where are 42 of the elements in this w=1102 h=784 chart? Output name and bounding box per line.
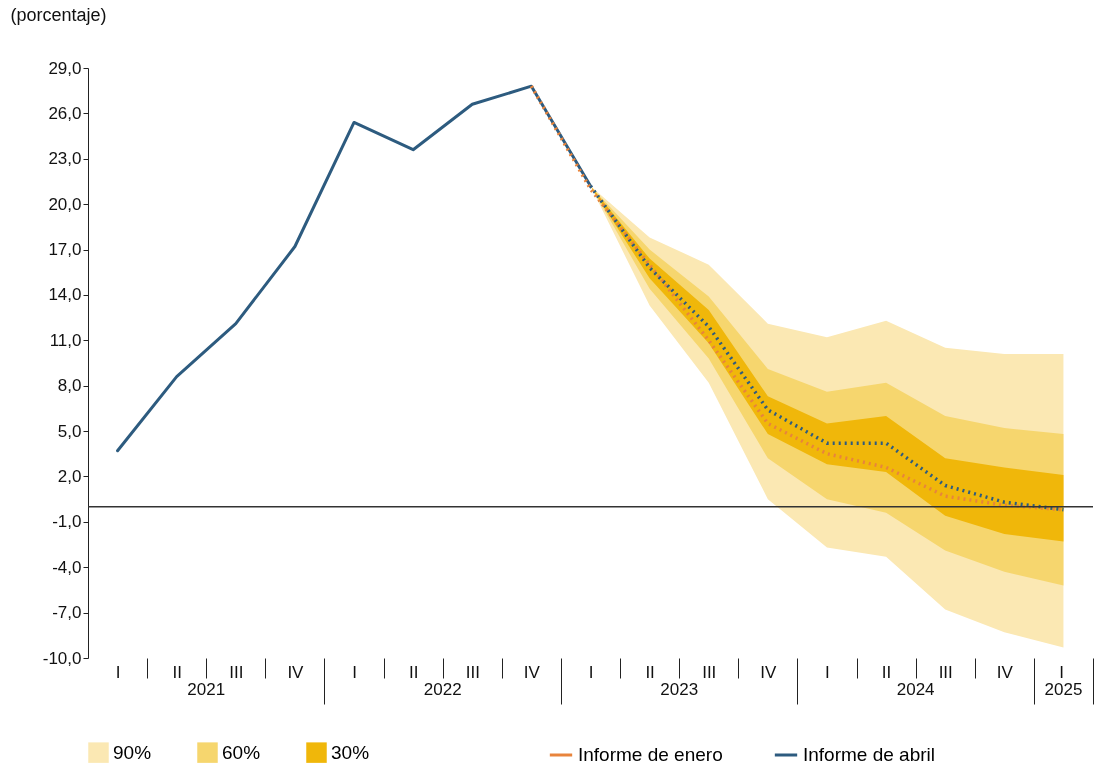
x-tick-label: IV <box>523 662 541 682</box>
y-tick-label: 17,0 <box>48 240 82 260</box>
x-tick-label: IV <box>287 662 305 682</box>
y-axis-title: (porcentaje) <box>10 4 107 25</box>
legend-label: 90% <box>113 741 152 763</box>
x-tick-label: III <box>229 662 244 682</box>
x-tick-label: III <box>465 662 480 682</box>
y-tick-label: 11,0 <box>49 330 82 350</box>
y-tick-label: 14,0 <box>48 285 82 305</box>
text: 2025 <box>1044 680 1083 699</box>
y-tick-label: 5,0 <box>57 421 82 441</box>
y-tick-label: -4,0 <box>52 557 82 577</box>
legend-label: Informe de enero <box>578 744 723 765</box>
y-tick-label: -10,0 <box>42 648 82 668</box>
x-tick-label: I <box>1059 662 1064 682</box>
y-tick-label: 2,0 <box>57 466 82 486</box>
x-tick-label: II <box>172 662 182 682</box>
y-tick-label: 29,0 <box>48 58 82 78</box>
y-tick-label: 8,0 <box>57 376 82 396</box>
x-tick-label: III <box>702 662 717 682</box>
x-tick-label: I <box>588 662 594 682</box>
x-tick-label: I <box>825 662 830 682</box>
x-tick-label: II <box>881 662 892 682</box>
x-tick-label: III <box>938 662 953 682</box>
x-tick-label: II <box>408 662 419 682</box>
x-tick-label: IV <box>760 662 778 682</box>
legend-label: 60% <box>222 741 261 763</box>
y-tick-label: 26,0 <box>48 103 82 123</box>
text: 2021 <box>187 680 226 699</box>
x-tick-label: II <box>645 662 655 682</box>
text: 2024 <box>896 680 935 699</box>
legend-label: 30% <box>331 741 370 763</box>
y-tick-label: -1,0 <box>52 512 82 532</box>
y-tick-label: 20,0 <box>48 194 82 214</box>
legend-label: Informe de abril <box>803 744 936 765</box>
x-tick-label: I <box>352 662 357 682</box>
x-tick-label: IV <box>996 662 1014 682</box>
text: 2023 <box>660 680 699 699</box>
y-tick-label: 23,0 <box>48 149 82 169</box>
y-tick-label: -7,0 <box>52 603 82 623</box>
x-tick-label: I <box>115 662 121 682</box>
text: 2022 <box>423 680 462 699</box>
